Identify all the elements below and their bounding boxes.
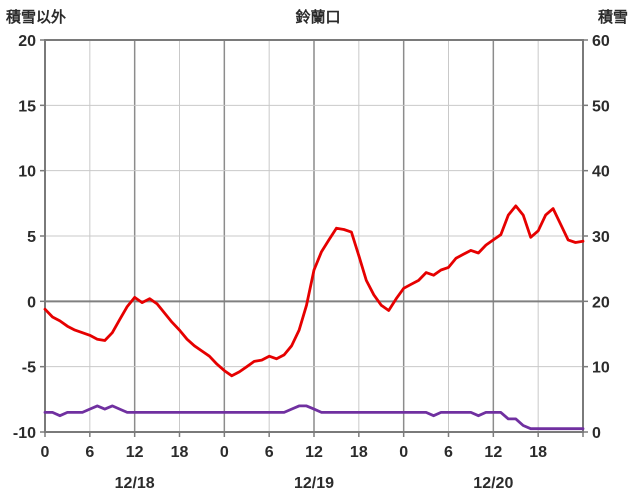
right-axis-tick-label: 10 xyxy=(592,360,610,377)
right-axis-tick-label: 40 xyxy=(592,164,610,181)
x-axis-tick-label: 6 xyxy=(444,444,453,461)
date-label: 12/19 xyxy=(294,475,334,492)
x-axis-tick-label: 12 xyxy=(126,444,144,461)
left-axis-tick-label: -5 xyxy=(22,360,36,377)
left-axis-tick-label: 10 xyxy=(18,164,36,181)
x-axis-tick-label: 18 xyxy=(350,444,368,461)
right-axis-tick-label: 50 xyxy=(592,98,610,115)
series-line-non-snow xyxy=(43,204,585,378)
left-axis-title: 積雪以外 xyxy=(6,9,67,26)
x-axis-tick-label: 18 xyxy=(171,444,189,461)
right-axis-tick-label: 60 xyxy=(592,33,610,50)
left-axis-tick-label: 15 xyxy=(18,98,36,115)
x-axis-tick-label: 6 xyxy=(265,444,274,461)
right-axis-tick-label: 30 xyxy=(592,229,610,246)
left-axis-tick-label: 5 xyxy=(27,229,36,246)
date-label: 12/20 xyxy=(473,475,513,492)
date-label: 12/18 xyxy=(115,475,155,492)
left-axis-tick-label: -10 xyxy=(13,425,36,442)
x-axis-tick-label: 18 xyxy=(529,444,547,461)
chart-title: 鈴蘭口 xyxy=(295,9,341,26)
x-axis-tick-label: 0 xyxy=(220,444,229,461)
series-line-snow xyxy=(43,404,585,431)
left-axis-tick-label: 0 xyxy=(27,294,36,311)
x-axis-tick-label: 6 xyxy=(85,444,94,461)
right-axis-tick-label: 20 xyxy=(592,294,610,311)
x-axis-tick-label: 0 xyxy=(41,444,50,461)
left-axis-tick-label: 20 xyxy=(18,33,36,50)
x-axis-tick-label: 0 xyxy=(399,444,408,461)
right-axis-title: 積雪 xyxy=(597,9,628,26)
right-axis-tick-label: 0 xyxy=(592,425,601,442)
x-axis-tick-label: 12 xyxy=(305,444,323,461)
x-axis-tick-label: 12 xyxy=(484,444,502,461)
